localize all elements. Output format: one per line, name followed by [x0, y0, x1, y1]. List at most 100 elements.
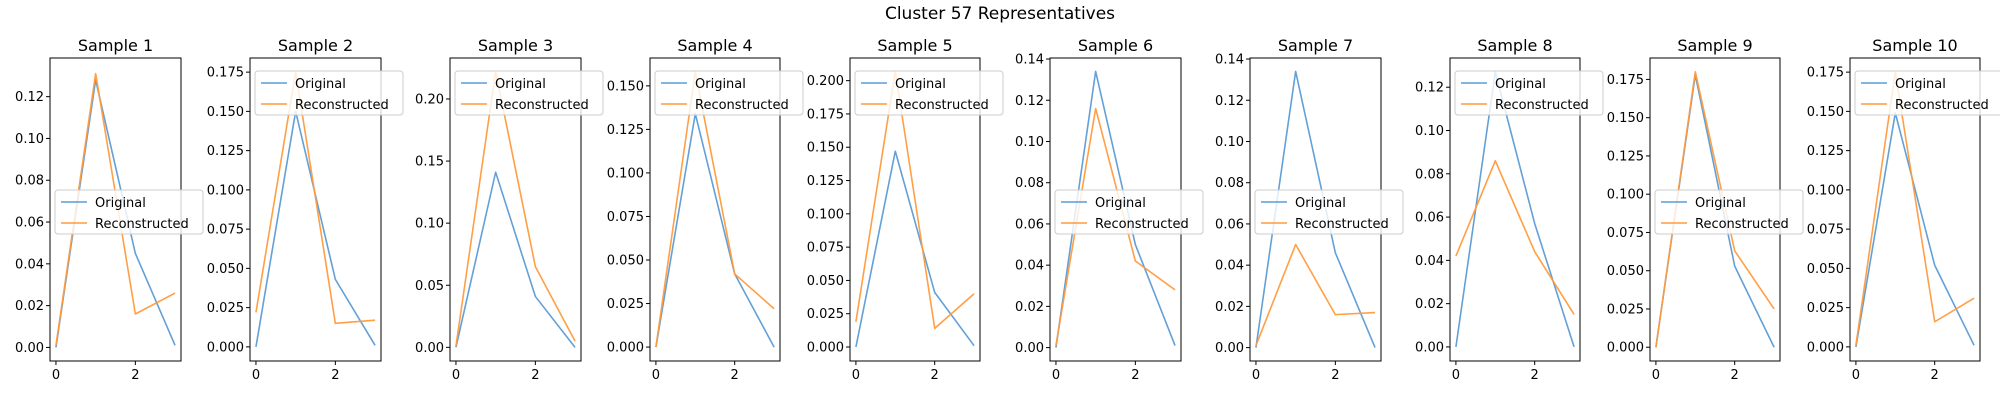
y-tick-label: 0.050	[1607, 264, 1644, 279]
legend-label-original: Original	[495, 77, 546, 92]
subplot-9: Sample 9 0.000 0.025 0.050 0.075 0.100 0.125 0.…	[1607, 36, 1804, 383]
y-tick-label: 0.025	[1807, 301, 1844, 316]
legend: Original Reconstructed	[54, 189, 204, 235]
y-tick-label: 0.12	[1415, 81, 1444, 96]
plot-frame	[449, 57, 582, 362]
legend: Original Reconstructed	[1654, 189, 1804, 235]
y-tick-label: 0.10	[1215, 135, 1244, 150]
y-tick-label: 0.06	[1215, 217, 1244, 232]
y-tick-label: 0.100	[207, 183, 244, 198]
y-tick-label: 0.050	[607, 254, 644, 269]
y-tick-label: 0.14	[1215, 53, 1244, 68]
y-tick-label: 0.000	[1607, 341, 1644, 356]
y-tick-label: 0.175	[807, 107, 844, 122]
x-tick-label: 2	[1131, 368, 1139, 383]
legend-box	[254, 70, 404, 116]
y-tick-label: 0.10	[1015, 135, 1044, 150]
y-tick-label: 0.08	[15, 174, 44, 189]
y-tick-label: 0.10	[1415, 124, 1444, 139]
legend-box	[1854, 70, 2000, 116]
legend: Original Reconstructed	[1854, 70, 2000, 116]
legend-label-original: Original	[1895, 77, 1946, 92]
plot-frame	[249, 57, 382, 362]
y-tick-label: 0.04	[1415, 254, 1444, 269]
legend-box	[1454, 70, 1604, 116]
y-tick-label: 0.00	[415, 341, 444, 356]
subplot-6: Sample 6 0.00 0.02 0.04 0.06 0.08 0.10 0.12 0.14…	[1015, 36, 1204, 383]
y-tick-label: 0.14	[1015, 53, 1044, 68]
subplot-3: Sample 3 0.00 0.05 0.10 0.15 0.20 0 2 Original Re…	[415, 36, 604, 383]
y-tick-label: 0.20	[415, 92, 444, 107]
x-tick-label: 0	[852, 368, 860, 383]
series-line-original	[655, 112, 775, 348]
subplot-4: Sample 4 0.000 0.025 0.050 0.075 0.100 0.125 0.…	[607, 36, 804, 383]
y-tick-label: 0.02	[1215, 300, 1244, 315]
legend-label-reconstructed: Reconstructed	[495, 98, 589, 113]
subplot-10: Sample 10 0.000 0.025 0.050 0.075 0.100 0.125 0…	[1807, 36, 2000, 383]
y-tick-label: 0.00	[1015, 341, 1044, 356]
legend-label-original: Original	[1695, 196, 1746, 211]
x-tick-label: 0	[652, 368, 660, 383]
y-tick-label: 0.150	[607, 79, 644, 94]
legend: Original Reconstructed	[454, 70, 604, 116]
legend-label-reconstructed: Reconstructed	[1895, 98, 1989, 113]
x-tick-label: 2	[931, 368, 939, 383]
y-tick-label: 0.100	[807, 207, 844, 222]
x-tick-label: 0	[452, 368, 460, 383]
x-tick-label: 0	[1052, 368, 1060, 383]
x-tick-label: 0	[1252, 368, 1260, 383]
legend-label-original: Original	[895, 77, 946, 92]
y-tick-label: 0.125	[1807, 144, 1844, 159]
subplot-title: Sample 6	[1078, 36, 1153, 55]
legend-label-reconstructed: Reconstructed	[1095, 217, 1189, 232]
subplot-8: Sample 8 0.00 0.02 0.04 0.06 0.08 0.10 0.12 0 2 Or…	[1415, 36, 1604, 383]
y-tick-label: 0.175	[207, 66, 244, 81]
y-tick-label: 0.150	[807, 141, 844, 156]
y-tick-label: 0.050	[807, 274, 844, 289]
series-line-reconstructed	[255, 71, 376, 325]
legend-label-reconstructed: Reconstructed	[1495, 98, 1589, 113]
legend-label-original: Original	[1095, 196, 1146, 211]
legend: Original Reconstructed	[854, 70, 1004, 116]
y-tick-label: 0.000	[807, 341, 844, 356]
series-line-original	[1855, 112, 1975, 348]
x-tick-label: 2	[1931, 368, 1939, 383]
subplot-1: Sample 1 0.00 0.02 0.04 0.06 0.08 0.10 0.12 0 2 Or…	[15, 36, 204, 383]
series-line-original	[255, 110, 376, 348]
y-tick-label: 0.075	[607, 210, 644, 225]
legend-box	[1654, 189, 1804, 235]
y-tick-label: 0.050	[1807, 262, 1844, 277]
subplot-title: Sample 4	[677, 36, 752, 55]
y-tick-label: 0.125	[1607, 149, 1644, 164]
y-tick-label: 0.06	[15, 216, 44, 231]
legend-label-original: Original	[1495, 77, 1546, 92]
x-tick-label: 2	[1331, 368, 1339, 383]
y-tick-label: 0.00	[1215, 341, 1244, 356]
x-tick-label: 2	[131, 368, 139, 383]
subplot-title: Sample 1	[78, 36, 153, 55]
series-line-reconstructed	[455, 70, 576, 347]
y-tick-label: 0.12	[1215, 94, 1244, 109]
y-tick-label: 0.06	[1415, 211, 1444, 226]
y-tick-label: 0.125	[607, 123, 644, 138]
y-tick-label: 0.02	[15, 299, 44, 314]
y-tick-label: 0.150	[207, 105, 244, 120]
x-tick-label: 2	[531, 368, 539, 383]
series-line-reconstructed	[855, 70, 975, 330]
x-tick-label: 0	[1452, 368, 1460, 383]
y-tick-label: 0.08	[1415, 167, 1444, 182]
series-line-original	[855, 150, 975, 348]
legend-label-reconstructed: Reconstructed	[895, 98, 989, 113]
subplot-5: Sample 5 0.000 0.025 0.050 0.075 0.100 0.125 0.…	[807, 36, 1004, 383]
x-tick-label: 2	[1531, 368, 1539, 383]
y-tick-label: 0.06	[1015, 217, 1044, 232]
subplot-2: Sample 2 0.000 0.025 0.050 0.075 0.100 0.125 0.…	[207, 36, 404, 383]
y-tick-label: 0.075	[1607, 226, 1644, 241]
x-tick-label: 0	[252, 368, 260, 383]
y-tick-label: 0.000	[607, 341, 644, 356]
y-tick-label: 0.100	[607, 166, 644, 181]
legend-label-original: Original	[695, 77, 746, 92]
y-tick-label: 0.175	[1607, 73, 1644, 88]
legend-label-reconstructed: Reconstructed	[295, 98, 389, 113]
legend-label-original: Original	[1295, 196, 1346, 211]
